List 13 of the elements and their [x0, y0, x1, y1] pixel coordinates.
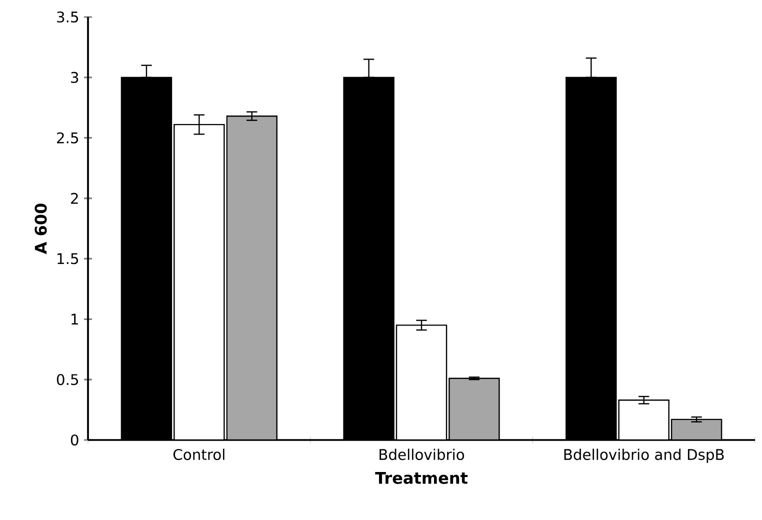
y-tick-label: 3.5 [57, 11, 78, 23]
y-tick-label: 2 [71, 192, 78, 204]
x-tick-label: Bdellovibrio and DspB [564, 448, 724, 463]
x-tick-label: Control [173, 448, 224, 460]
y-axis-title: A 600 [34, 204, 47, 254]
x-tick-label: Bdellovibrio [380, 448, 464, 460]
y-tick-label: 0.5 [56, 374, 78, 386]
y-tick-label: 1.5 [58, 253, 78, 264]
y-tick-label: 1 [72, 314, 78, 324]
y-tick-label: 3 [71, 72, 78, 83]
y-tick-label: 2.5 [57, 132, 78, 144]
y-tick-label: 0 [70, 434, 78, 446]
x-axis-title: Treatment [375, 472, 468, 484]
